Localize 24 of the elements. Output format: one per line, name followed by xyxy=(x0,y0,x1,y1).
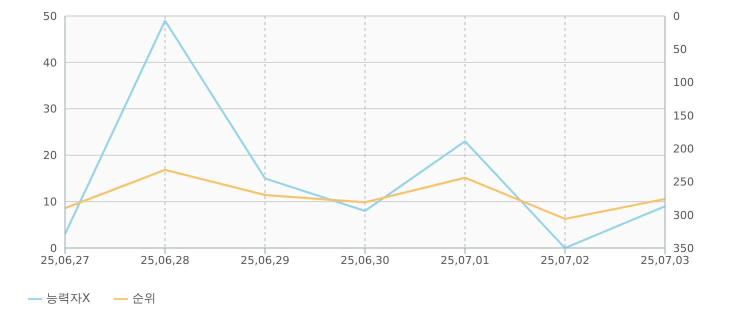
y-tick-label: 40 xyxy=(43,56,57,70)
y-tick-label: 20 xyxy=(43,149,57,162)
y2-tick-label: 100 xyxy=(673,76,694,90)
x-tick-label: 25,07,02 xyxy=(540,254,590,267)
y2-tick-label: 350 xyxy=(673,242,694,255)
x-tick-label: 25,06,27 xyxy=(40,254,90,267)
y-tick-label: 30 xyxy=(43,102,57,116)
y-tick-label: 10 xyxy=(43,196,57,209)
y2-tick-label: 50 xyxy=(673,43,687,56)
y2-tick-label: 300 xyxy=(673,208,694,222)
line-series xyxy=(65,168,665,220)
y2-tick-label: 200 xyxy=(673,142,694,156)
y-tick-label: 0 xyxy=(50,242,57,255)
x-tick-label: 25,06,28 xyxy=(140,254,190,267)
y-tick-label: 50 xyxy=(43,10,57,23)
y2-tick-label: 250 xyxy=(673,176,694,189)
legend-label: 능력자X xyxy=(46,291,90,305)
x-tick-label: 25,06,30 xyxy=(340,254,390,267)
x-tick-label: 25,06,29 xyxy=(240,254,290,267)
x-tick-label: 25,07,01 xyxy=(440,254,490,267)
y2-tick-label: 150 xyxy=(673,109,694,122)
legend-label: 순위 xyxy=(132,291,156,305)
x-tick-label: 25,07,03 xyxy=(640,254,690,267)
y2-tick-label: 0 xyxy=(673,10,680,23)
